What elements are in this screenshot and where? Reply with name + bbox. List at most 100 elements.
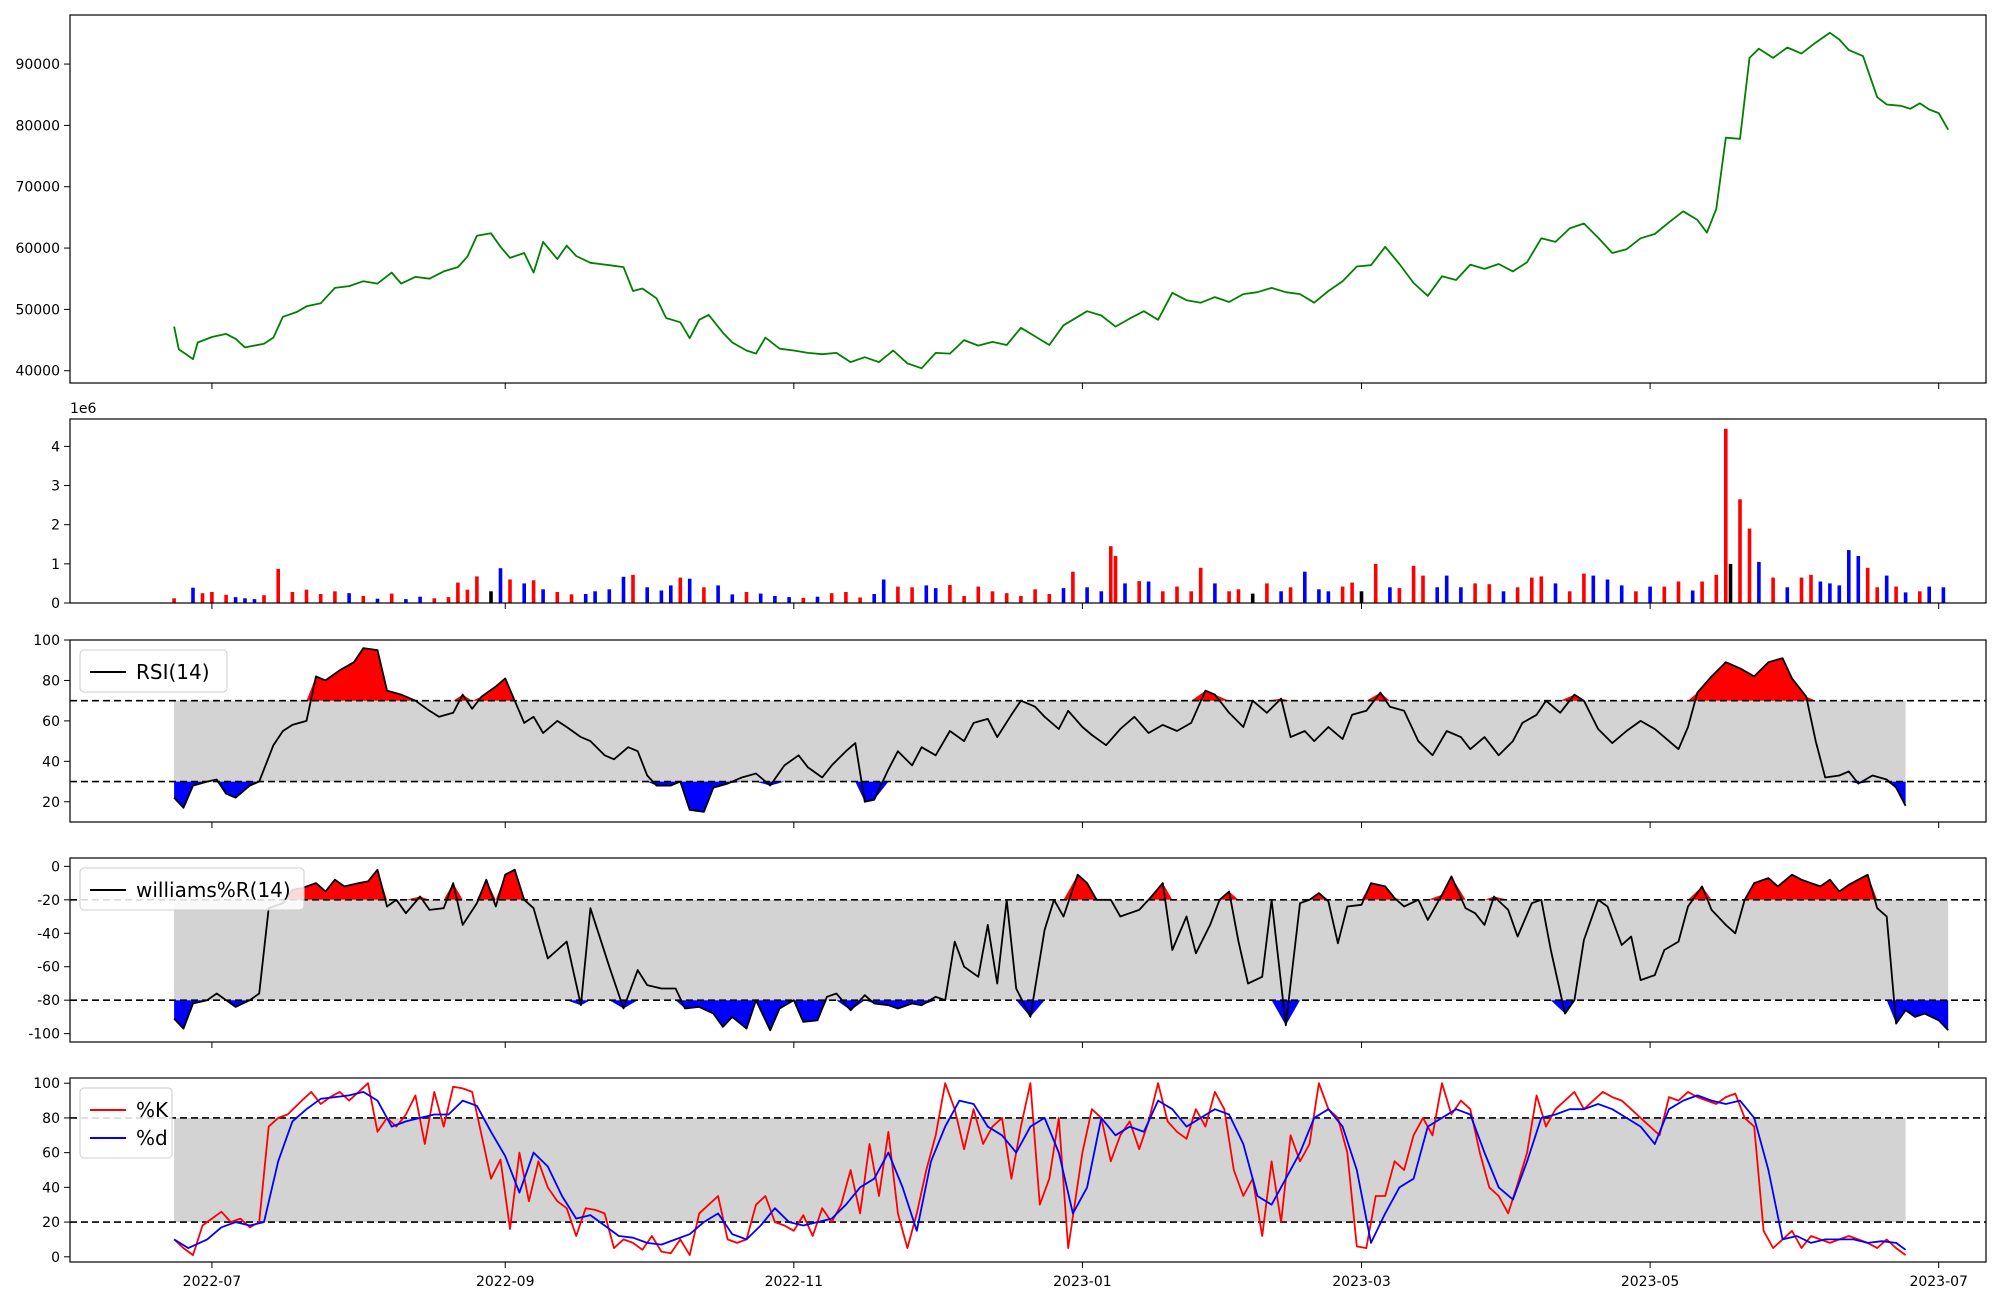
panel-0-plot — [173, 31, 1949, 370]
volume-bar — [432, 598, 437, 603]
volume-bar — [1435, 587, 1439, 603]
volume-bar — [418, 596, 422, 603]
volume-bar — [1250, 593, 1255, 603]
panel-3-frame — [69, 857, 1987, 1043]
volume-bar — [1444, 575, 1449, 603]
volume-bar — [1487, 584, 1492, 603]
legend-box — [79, 1087, 173, 1159]
x-tick-label: 2022-07 — [183, 1274, 242, 1290]
legend-label: %d — [136, 1126, 168, 1150]
volume-bar — [1818, 581, 1823, 603]
volume-bar — [210, 592, 214, 603]
volume-bar — [1856, 556, 1861, 603]
y-tick-label: 70000 — [15, 180, 60, 196]
volume-bar — [1738, 499, 1742, 603]
legend-label: williams%R(14) — [136, 878, 291, 902]
volume-bar — [1213, 583, 1217, 603]
volume-bar — [787, 597, 791, 603]
volume-bar — [446, 597, 451, 603]
y-tick-label: 100 — [33, 1076, 60, 1092]
volume-bar — [1539, 576, 1544, 603]
volume-bar — [896, 586, 900, 603]
volume-bar — [1421, 575, 1425, 603]
volume-bar — [1265, 583, 1269, 603]
panel-0-frame — [69, 14, 1987, 384]
volume-bar — [976, 586, 981, 603]
neutral-band — [174, 899, 1949, 1001]
y-tick-label: 80 — [42, 673, 60, 689]
volume-bar — [1317, 589, 1321, 603]
volume-bar — [375, 598, 380, 603]
panels: 40000 50000 60000 70000 80000 90000 0 1 2 3 4 1e6 20… — [15, 14, 1987, 1290]
volume-bar — [872, 594, 876, 603]
volume-bar — [1724, 428, 1728, 603]
volume-bar — [276, 568, 280, 603]
volume-bar — [801, 597, 806, 603]
volume-bar — [1236, 589, 1241, 603]
volume-bar — [1227, 591, 1231, 603]
series-line-1 — [173, 1082, 1907, 1256]
volume-bar — [569, 594, 574, 603]
volume-bar — [1061, 588, 1066, 603]
volume-bar — [744, 592, 749, 603]
volume-bar — [844, 592, 848, 603]
volume-bar — [347, 593, 351, 603]
volume-bar — [304, 589, 309, 603]
volume-bar — [1288, 587, 1293, 603]
x-tick-label: 2023-07 — [1909, 1274, 1968, 1290]
y-tick-label: 60000 — [15, 241, 60, 257]
volume-bar — [1198, 567, 1203, 603]
volume-bar — [1303, 571, 1307, 603]
volume-bar — [659, 590, 664, 603]
volume-bar — [404, 599, 408, 603]
volume-bar — [1771, 577, 1775, 603]
volume-bar — [1388, 587, 1392, 603]
volume-bar — [948, 585, 952, 603]
y-tick-label: -100 — [28, 1027, 60, 1043]
volume-bar — [669, 585, 673, 603]
volume-bar — [333, 591, 337, 603]
volume-bar — [716, 585, 720, 603]
volume-bar — [1865, 567, 1870, 603]
volume-bar — [465, 589, 470, 603]
volume-bar — [1553, 583, 1558, 603]
panel-3-legend: williams%R(14) — [79, 867, 305, 911]
volume-bar — [1004, 593, 1009, 603]
volume-bar — [1459, 587, 1463, 603]
y-tick-label: -80 — [37, 993, 60, 1009]
panel-0: 40000 50000 60000 70000 80000 90000 — [15, 14, 1987, 389]
volume-bar — [1634, 591, 1638, 603]
legend-box — [79, 649, 228, 693]
volume-bar — [1903, 592, 1908, 603]
volume-bar — [1648, 586, 1652, 603]
volume-bar — [361, 596, 366, 603]
volume-bar — [1109, 546, 1113, 603]
volume-bar — [1099, 591, 1104, 603]
panel-2-frame — [69, 639, 1987, 823]
series-line-1 — [173, 647, 1907, 813]
volume-bar — [621, 576, 626, 603]
volume-bar — [758, 593, 763, 603]
volume-bar — [1747, 528, 1752, 603]
y-tick-label: 50000 — [15, 302, 60, 318]
volume-bar — [1146, 581, 1151, 603]
volume-bar — [555, 592, 560, 603]
y-tick-label: 1 — [51, 557, 60, 573]
panel-2-plot — [70, 647, 1986, 813]
panel-4-plot — [70, 1082, 1986, 1256]
volume-bar — [456, 582, 460, 603]
volume-bar — [1799, 577, 1804, 603]
volume-bar — [191, 587, 195, 603]
volume-bar — [1071, 571, 1075, 603]
volume-bar — [1927, 586, 1931, 603]
volume-bar — [607, 589, 612, 603]
volume-bar — [1175, 586, 1179, 603]
volume-bar — [702, 587, 706, 603]
volume-bar — [593, 591, 597, 603]
volume-bar — [172, 598, 176, 603]
volume-bar — [1085, 587, 1089, 603]
volume-bar — [990, 591, 995, 603]
volume-bar — [1411, 565, 1416, 603]
y-tick-label: 0 — [51, 859, 60, 875]
volume-bar — [1033, 589, 1037, 603]
